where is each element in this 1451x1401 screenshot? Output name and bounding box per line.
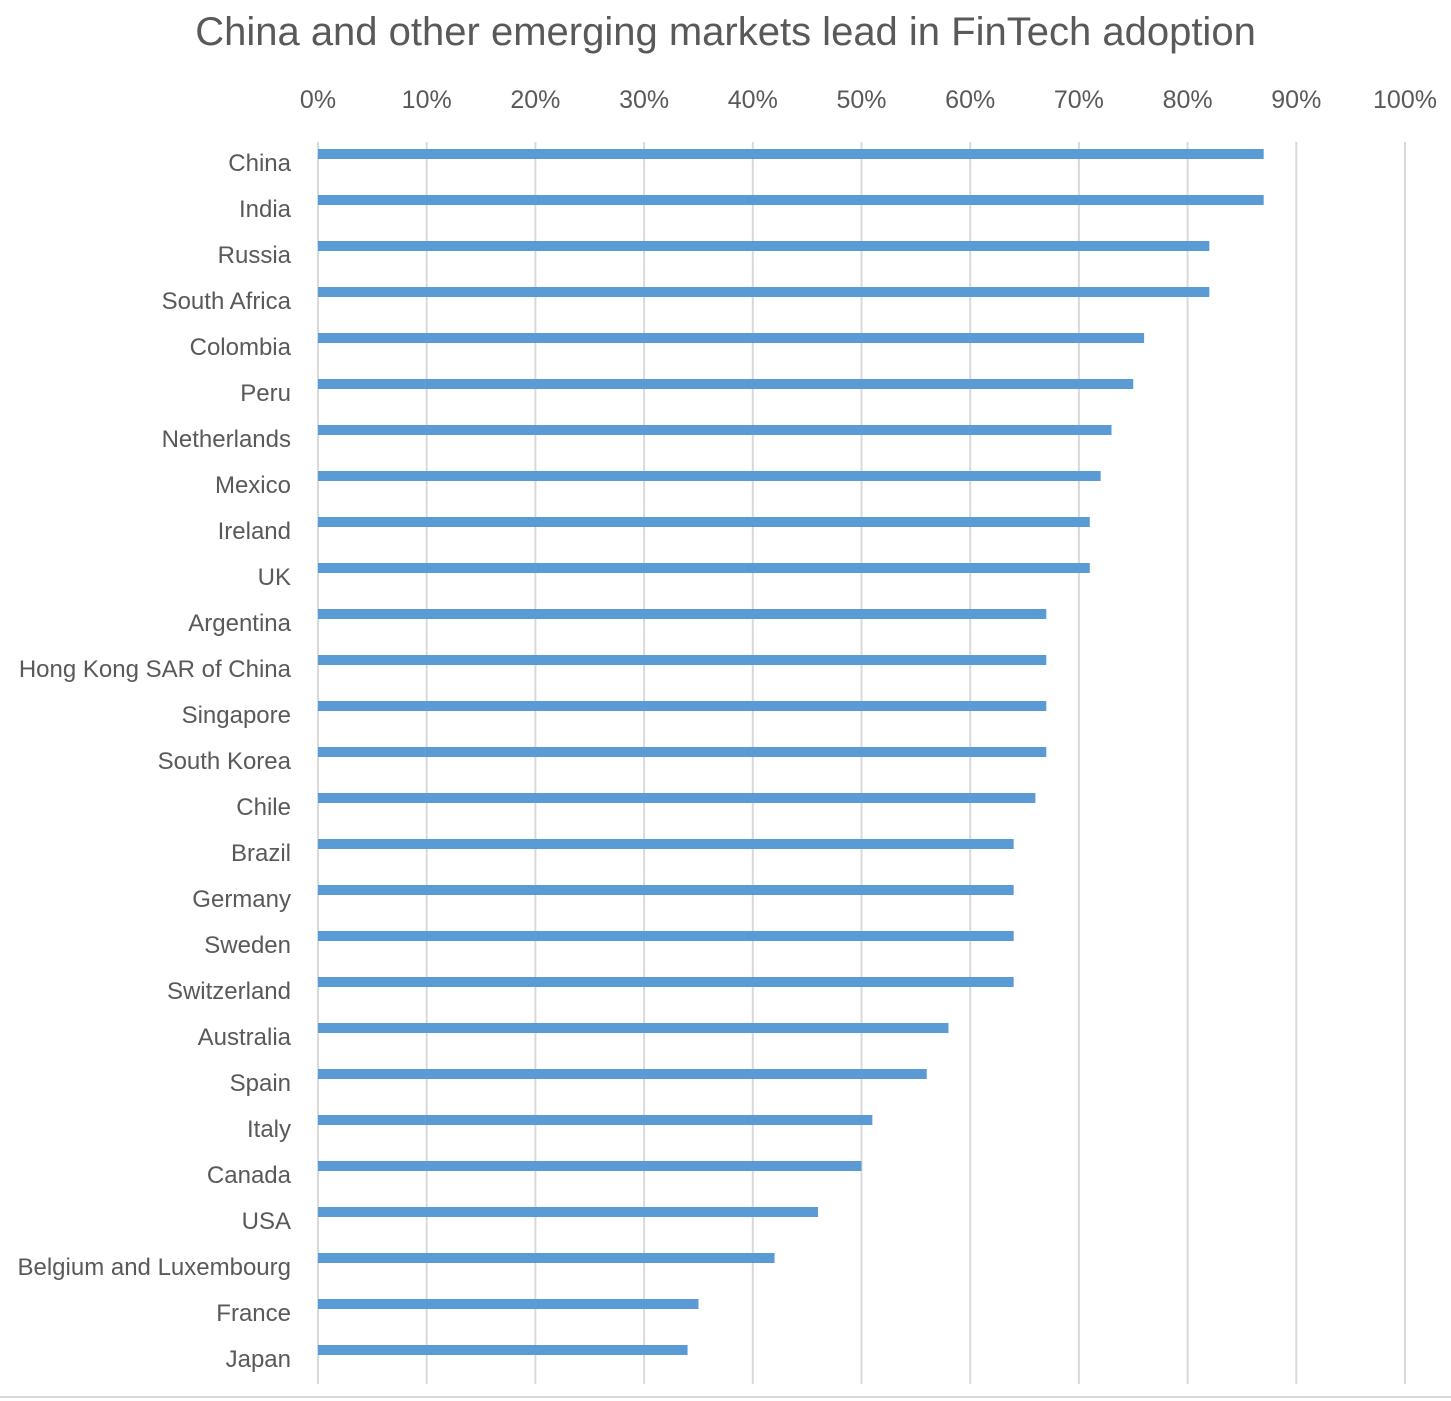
category-label: Netherlands [162,426,291,453]
category-label: India [239,196,292,223]
bar [318,287,1210,297]
category-label: Ireland [218,518,291,545]
category-label: UK [258,564,291,591]
bar [318,839,1014,849]
category-label: USA [242,1208,291,1235]
bar [318,747,1047,757]
bar [318,471,1101,481]
bars [318,149,1264,1355]
bar [318,425,1112,435]
bar [318,1161,862,1171]
gridlines [317,142,1406,1384]
x-tick-label: 0% [300,86,336,114]
x-axis-tick-labels: 0% 10% 20% 30% 40% 50% 60% 70% 80% 90% 100% [300,86,1437,114]
category-label: France [216,1300,291,1327]
bar [318,1023,949,1033]
category-label: South Korea [158,748,292,775]
bar [318,1299,699,1309]
category-label: Italy [247,1116,291,1143]
bar [318,149,1264,159]
x-tick-label: 100% [1373,86,1437,114]
x-tick-label: 20% [510,86,560,114]
bar [318,1253,775,1263]
category-label: Colombia [190,334,292,361]
x-tick-label: 10% [402,86,452,114]
bar [318,977,1014,987]
category-label: Japan [226,1346,291,1373]
category-label: Spain [230,1070,291,1097]
category-label: Belgium and Luxembourg [17,1254,291,1281]
bar [318,195,1264,205]
category-label: Russia [218,242,292,269]
category-label: Argentina [188,610,291,637]
category-label: Peru [240,380,291,407]
bottom-divider [0,1396,1451,1398]
chart-title: China and other emerging markets lead in… [195,10,1256,54]
category-label: Australia [198,1024,292,1051]
x-tick-label: 90% [1271,86,1321,114]
category-label: South Africa [162,288,292,315]
x-tick-label: 50% [836,86,886,114]
bar [318,793,1036,803]
bar [318,379,1134,389]
bar [318,1069,927,1079]
y-axis-category-labels: China India Russia South Africa Colombia Peru… [17,150,291,1373]
category-label: Sweden [204,932,291,959]
bar [318,885,1014,895]
category-label: Singapore [182,702,291,729]
category-label: Brazil [231,840,291,867]
category-label: Germany [192,886,291,913]
category-label: Hong Kong SAR of China [19,656,292,683]
bar [318,333,1145,343]
bar [318,241,1210,251]
category-label: Switzerland [167,978,291,1005]
category-label: China [228,150,291,177]
x-tick-label: 80% [1163,86,1213,114]
x-tick-label: 30% [619,86,669,114]
bar [318,931,1014,941]
category-label: Chile [236,794,291,821]
bar [318,701,1047,711]
bar [318,1345,688,1355]
category-label: Mexico [215,472,291,499]
bar [318,563,1090,573]
x-tick-label: 60% [945,86,995,114]
x-tick-label: 70% [1054,86,1104,114]
bar [318,517,1090,527]
x-tick-label: 40% [728,86,778,114]
bar [318,1207,819,1217]
bar [318,609,1047,619]
bar [318,655,1047,665]
category-label: Canada [207,1162,292,1189]
bar [318,1115,873,1125]
